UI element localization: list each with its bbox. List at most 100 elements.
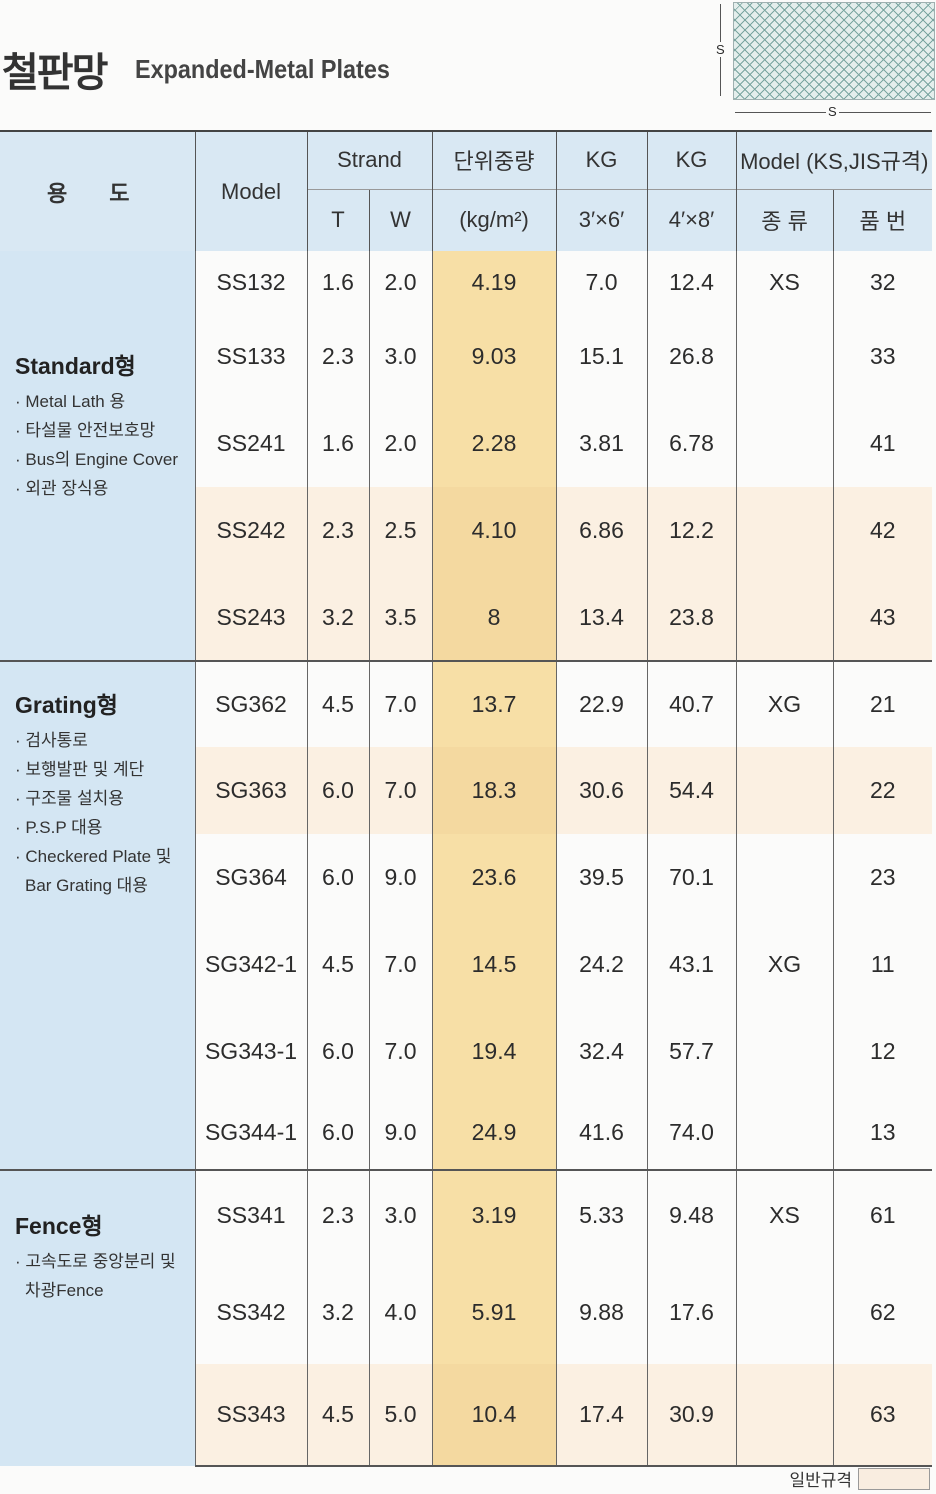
cell-w: 7.0 xyxy=(368,1008,433,1095)
cell-t: 4.5 xyxy=(306,660,369,747)
usage-title: Fence형 xyxy=(15,1213,103,1239)
header-size-4x8: 4′×8′ xyxy=(646,188,737,251)
cell-kind xyxy=(735,487,834,574)
cell-kind xyxy=(735,400,834,487)
legend-swatch xyxy=(858,1467,930,1490)
cell-weight: 19.4 xyxy=(431,1008,557,1095)
cell-t: 6.0 xyxy=(306,1008,369,1095)
cell-model: SG344-1 xyxy=(194,1095,307,1170)
cell-no: 62 xyxy=(832,1260,933,1364)
cell-no: 11 xyxy=(832,921,933,1008)
dimension-label-horizontal: S xyxy=(826,104,839,119)
usage-item: · 고속도로 중앙분리 및 차광Fence xyxy=(15,1252,176,1300)
cell-w: 2.5 xyxy=(368,487,433,574)
header-weight-unit: (kg/m²) xyxy=(431,188,557,251)
cell-kg36: 30.6 xyxy=(555,747,648,834)
cell-weight: 13.7 xyxy=(431,660,557,747)
cell-model: SS242 xyxy=(194,487,307,574)
cell-model: SG342-1 xyxy=(194,921,307,1008)
cell-t: 3.2 xyxy=(306,574,369,661)
cell-kg48: 12.2 xyxy=(646,487,737,574)
table-row: SG364 6.0 9.0 23.6 39.5 70.1 23 xyxy=(0,834,933,921)
cell-kg36: 6.86 xyxy=(555,487,648,574)
cell-t: 1.6 xyxy=(306,400,369,487)
cell-no: 12 xyxy=(832,1008,933,1095)
cell-weight: 24.9 xyxy=(431,1095,557,1170)
cell-t: 1.6 xyxy=(306,251,369,313)
cell-kg48: 74.0 xyxy=(646,1095,737,1170)
cell-kg36: 24.2 xyxy=(555,921,648,1008)
page-title-english: Expanded-Metal Plates xyxy=(135,54,390,84)
header-model: Model xyxy=(194,130,307,251)
usage-title: Grating형 xyxy=(15,692,118,718)
table-row: Grating형 · 검사통로 · 보행발판 및 계단 · 구조물 설치용 · P.S.… xyxy=(0,660,933,1170)
usage-item: · Checkered Plate 및 Bar Grating 대용 xyxy=(15,847,172,895)
legend-label: 일반규격 xyxy=(789,1471,852,1491)
cell-no: 63 xyxy=(832,1364,933,1467)
cell-kind xyxy=(735,574,834,661)
cell-no: 32 xyxy=(832,251,933,313)
cell-no: 42 xyxy=(832,487,933,574)
cell-model: SS342 xyxy=(194,1260,307,1364)
cell-kind xyxy=(735,313,834,400)
cell-kind: XG xyxy=(735,660,834,747)
cell-kind: XS xyxy=(735,1169,834,1260)
cell-no: 33 xyxy=(832,313,933,400)
cell-t: 4.5 xyxy=(306,921,369,1008)
cell-w: 7.0 xyxy=(368,747,433,834)
cell-kg48: 9.48 xyxy=(646,1169,737,1260)
cell-w: 2.0 xyxy=(368,400,433,487)
cell-weight: 8 xyxy=(431,574,557,661)
cell-t: 4.5 xyxy=(306,1364,369,1467)
cell-kg48: 40.7 xyxy=(646,660,737,747)
cell-w: 3.0 xyxy=(368,1169,433,1260)
cell-no: 43 xyxy=(832,574,933,661)
cell-kg36: 17.4 xyxy=(555,1364,648,1467)
cell-weight: 4.19 xyxy=(431,251,557,313)
cell-kg36: 9.88 xyxy=(555,1260,648,1364)
cell-weight: 2.28 xyxy=(431,400,557,487)
cell-model: SS132 xyxy=(194,251,307,313)
cell-model: SG364 xyxy=(194,834,307,921)
header-t: T xyxy=(306,188,369,251)
cell-kind xyxy=(735,1260,834,1364)
cell-no: 22 xyxy=(832,747,933,834)
cell-weight: 10.4 xyxy=(431,1364,557,1467)
table-row: SG363 6.0 7.0 18.3 30.6 54.4 22 xyxy=(0,747,933,834)
cell-weight: 18.3 xyxy=(431,747,557,834)
cell-model: SG363 xyxy=(194,747,307,834)
header-weight: 단위중량 xyxy=(431,130,557,189)
cell-no: 13 xyxy=(832,1095,933,1170)
usage-item: · 검사통로 xyxy=(15,731,88,750)
cell-model: SS343 xyxy=(194,1364,307,1467)
cell-t: 6.0 xyxy=(306,834,369,921)
cell-w: 2.0 xyxy=(368,251,433,313)
cell-w: 3.0 xyxy=(368,313,433,400)
cell-weight: 3.19 xyxy=(431,1169,557,1260)
spec-table: 용 도 Model Strand 단위중량 KG KG Model (KS,JI… xyxy=(0,130,933,1467)
cell-kg48: 12.4 xyxy=(646,251,737,313)
cell-model: SS133 xyxy=(194,313,307,400)
table-row: Fence형 · 고속도로 중앙분리 및 차광Fence SS341 2.3 3.0 3.… xyxy=(0,1169,933,1466)
expanded-metal-mesh-illustration xyxy=(733,2,935,100)
cell-kg36: 7.0 xyxy=(555,251,648,313)
page-title-korean: 철판망 xyxy=(2,50,108,96)
cell-w: 5.0 xyxy=(368,1364,433,1467)
cell-kg36: 3.81 xyxy=(555,400,648,487)
cell-kg36: 22.9 xyxy=(555,660,648,747)
cell-kind: XS xyxy=(735,251,834,313)
cell-model: SS341 xyxy=(194,1169,307,1260)
cell-kg48: 17.6 xyxy=(646,1260,737,1364)
cell-kg48: 30.9 xyxy=(646,1364,737,1467)
cell-t: 6.0 xyxy=(306,1095,369,1170)
table-row: SS133 2.3 3.0 9.03 15.1 26.8 33 xyxy=(0,313,933,400)
cell-kg48: 6.78 xyxy=(646,400,737,487)
table-row: Standard형 · Metal Lath 용 · 타설물 안전보호망 · Bus의… xyxy=(0,251,933,661)
cell-t: 3.2 xyxy=(306,1260,369,1364)
cell-kg36: 13.4 xyxy=(555,574,648,661)
header-ks-model: Model (KS,JIS규격) xyxy=(735,130,933,189)
cell-kg48: 26.8 xyxy=(646,313,737,400)
table-row: SG342-1 4.5 7.0 14.5 24.2 43.1 XG 11 xyxy=(0,921,933,1008)
usage-item: · 타설물 안전보호망 xyxy=(15,421,156,440)
cell-kg48: 70.1 xyxy=(646,834,737,921)
